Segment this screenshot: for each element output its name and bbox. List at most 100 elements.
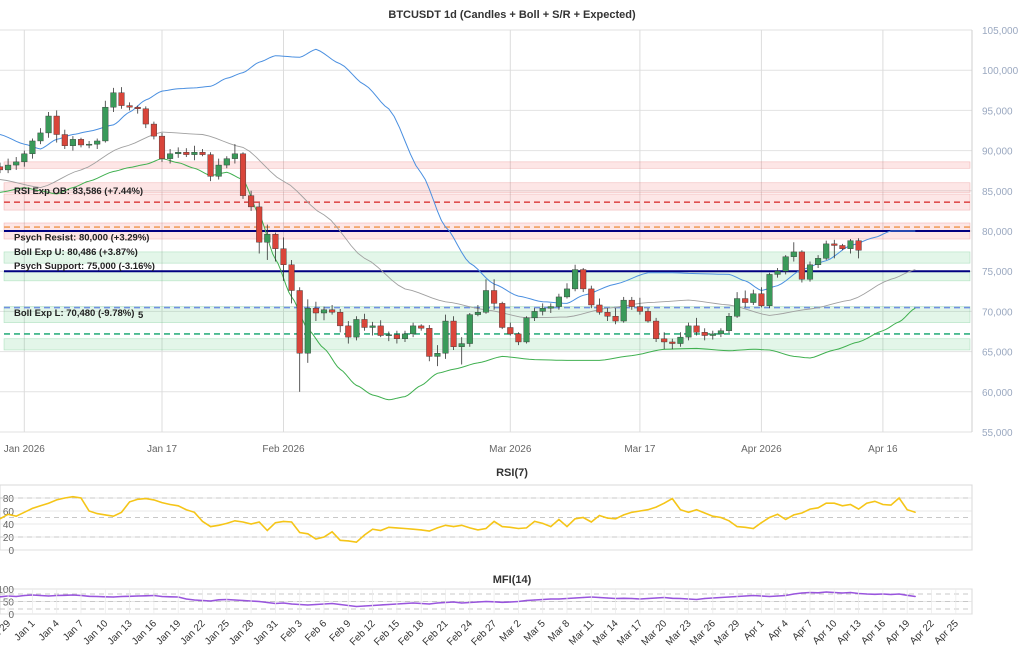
mfi-x-tick-label: Jan 28	[227, 618, 256, 647]
candle-body	[588, 288, 595, 306]
mfi-x-tick-label: Feb 24	[445, 618, 475, 648]
rsi-point	[323, 536, 325, 538]
mfi-x-tick-label: Apr 13	[835, 618, 864, 647]
rsi-point	[639, 510, 641, 512]
mfi-point	[801, 592, 803, 594]
candle-body	[426, 328, 433, 357]
mfi-x-tick-label: Apr 19	[884, 618, 913, 647]
rsi-point	[380, 529, 382, 532]
mfi-point	[218, 599, 220, 601]
rsi-point	[833, 502, 835, 504]
candle-body	[21, 153, 28, 163]
mfi-point	[728, 596, 730, 598]
mfi-point	[655, 597, 657, 599]
mfi-x-tick-label: Jan 16	[130, 618, 159, 647]
mfi-title: MFI(14)	[493, 574, 532, 586]
candle-body	[134, 106, 141, 109]
mfi-point	[890, 593, 892, 596]
candle-body	[572, 269, 579, 290]
candle-body	[709, 333, 716, 336]
candle-body	[304, 307, 311, 354]
mfi-x-tick-label: Feb 18	[397, 618, 427, 648]
rsi-point	[428, 530, 430, 532]
price-x-tick-label: Apr 16	[868, 444, 898, 455]
mfi-point	[380, 604, 382, 606]
candle-body	[53, 115, 60, 135]
mfi-point	[453, 601, 455, 603]
rsi-point	[129, 501, 131, 503]
mfi-point	[704, 597, 706, 600]
candle-body	[685, 325, 692, 338]
candle-body	[13, 161, 20, 166]
candle-body	[531, 311, 538, 319]
rsi-point	[841, 505, 844, 507]
mfi-x-tick-label: Apr 4	[766, 618, 791, 643]
rsi-point	[372, 528, 374, 530]
candle-body	[750, 293, 757, 303]
mfi-point	[72, 594, 74, 596]
rsi-y-tick-label: 40	[3, 520, 15, 531]
candle-body	[523, 317, 530, 343]
mfi-point	[550, 598, 552, 600]
candle-body	[515, 333, 522, 343]
rsi-point	[663, 502, 665, 504]
rsi-y-tick-label: 80	[3, 494, 15, 505]
rsi-point	[88, 510, 90, 512]
price-y-tick-label: 105,000	[982, 26, 1019, 37]
candle-body	[280, 248, 287, 265]
mfi-x-tick-label: Jan 25	[203, 618, 232, 647]
rsi-point	[655, 506, 657, 508]
mfi-point	[266, 601, 268, 604]
rsi-point	[137, 498, 139, 500]
mfi-x-tick-label: Mar 20	[640, 618, 670, 648]
rsi-point	[874, 500, 876, 502]
price-x-tick-label: Jan 2026	[4, 444, 46, 455]
price-panel: 55,000 60,000 65,000 70,000 75,000 80,000 85,0…	[0, 26, 1019, 455]
mfi-y-tick-label: 50	[3, 598, 15, 609]
annotation-label: Boll Exp L: 70,480 (-9.78%)	[14, 308, 134, 319]
mfi-point	[631, 597, 633, 600]
mfi-x-tick-label: Mar 5	[522, 618, 548, 644]
rsi-point	[436, 527, 438, 529]
mfi-x-tick-label: Mar 26	[688, 618, 718, 648]
mfi-point	[534, 599, 536, 601]
rsi-point	[444, 524, 447, 526]
candle-body	[102, 106, 109, 142]
candle-body	[320, 309, 328, 314]
candle-body	[823, 243, 830, 259]
candle-body	[69, 139, 76, 146]
mfi-point	[96, 595, 98, 598]
rsi-point	[266, 529, 268, 532]
annotation-label: RSI Exp OB: 83,586 (+7.44%)	[14, 186, 143, 197]
mfi-point	[428, 603, 430, 605]
price-y-tick-label: 75,000	[982, 267, 1013, 278]
candle-body	[0, 166, 4, 171]
candle-body	[628, 299, 635, 307]
mfi-point	[48, 595, 50, 597]
rsi-point	[501, 526, 503, 528]
rsi-point	[671, 498, 673, 500]
candle-body	[669, 341, 676, 344]
candle-body	[604, 312, 611, 317]
candle-body	[677, 336, 684, 344]
rsi-point	[299, 531, 301, 534]
rsi-point	[623, 514, 625, 516]
candle-body	[264, 234, 271, 243]
rsi-point	[858, 508, 860, 510]
price-y-tick-label: 70,000	[982, 307, 1013, 318]
rsi-point	[0, 518, 1, 520]
rsi-point	[485, 527, 487, 530]
mfi-point	[15, 595, 17, 598]
mfi-point	[696, 598, 698, 601]
candle-body	[847, 240, 854, 249]
rsi-point	[590, 521, 592, 523]
rsi-point	[48, 502, 50, 504]
mfi-point	[679, 597, 682, 600]
candle-body	[839, 245, 846, 249]
mfi-x-tick-label: Apr 16	[859, 618, 888, 647]
candle-body	[499, 303, 506, 328]
price-x-tick-label: Mar 2026	[489, 444, 532, 455]
rsi-point	[145, 498, 147, 500]
mfi-x-tick-label: Feb 27	[469, 618, 499, 648]
rsi-y-tick-label: 20	[3, 533, 15, 544]
